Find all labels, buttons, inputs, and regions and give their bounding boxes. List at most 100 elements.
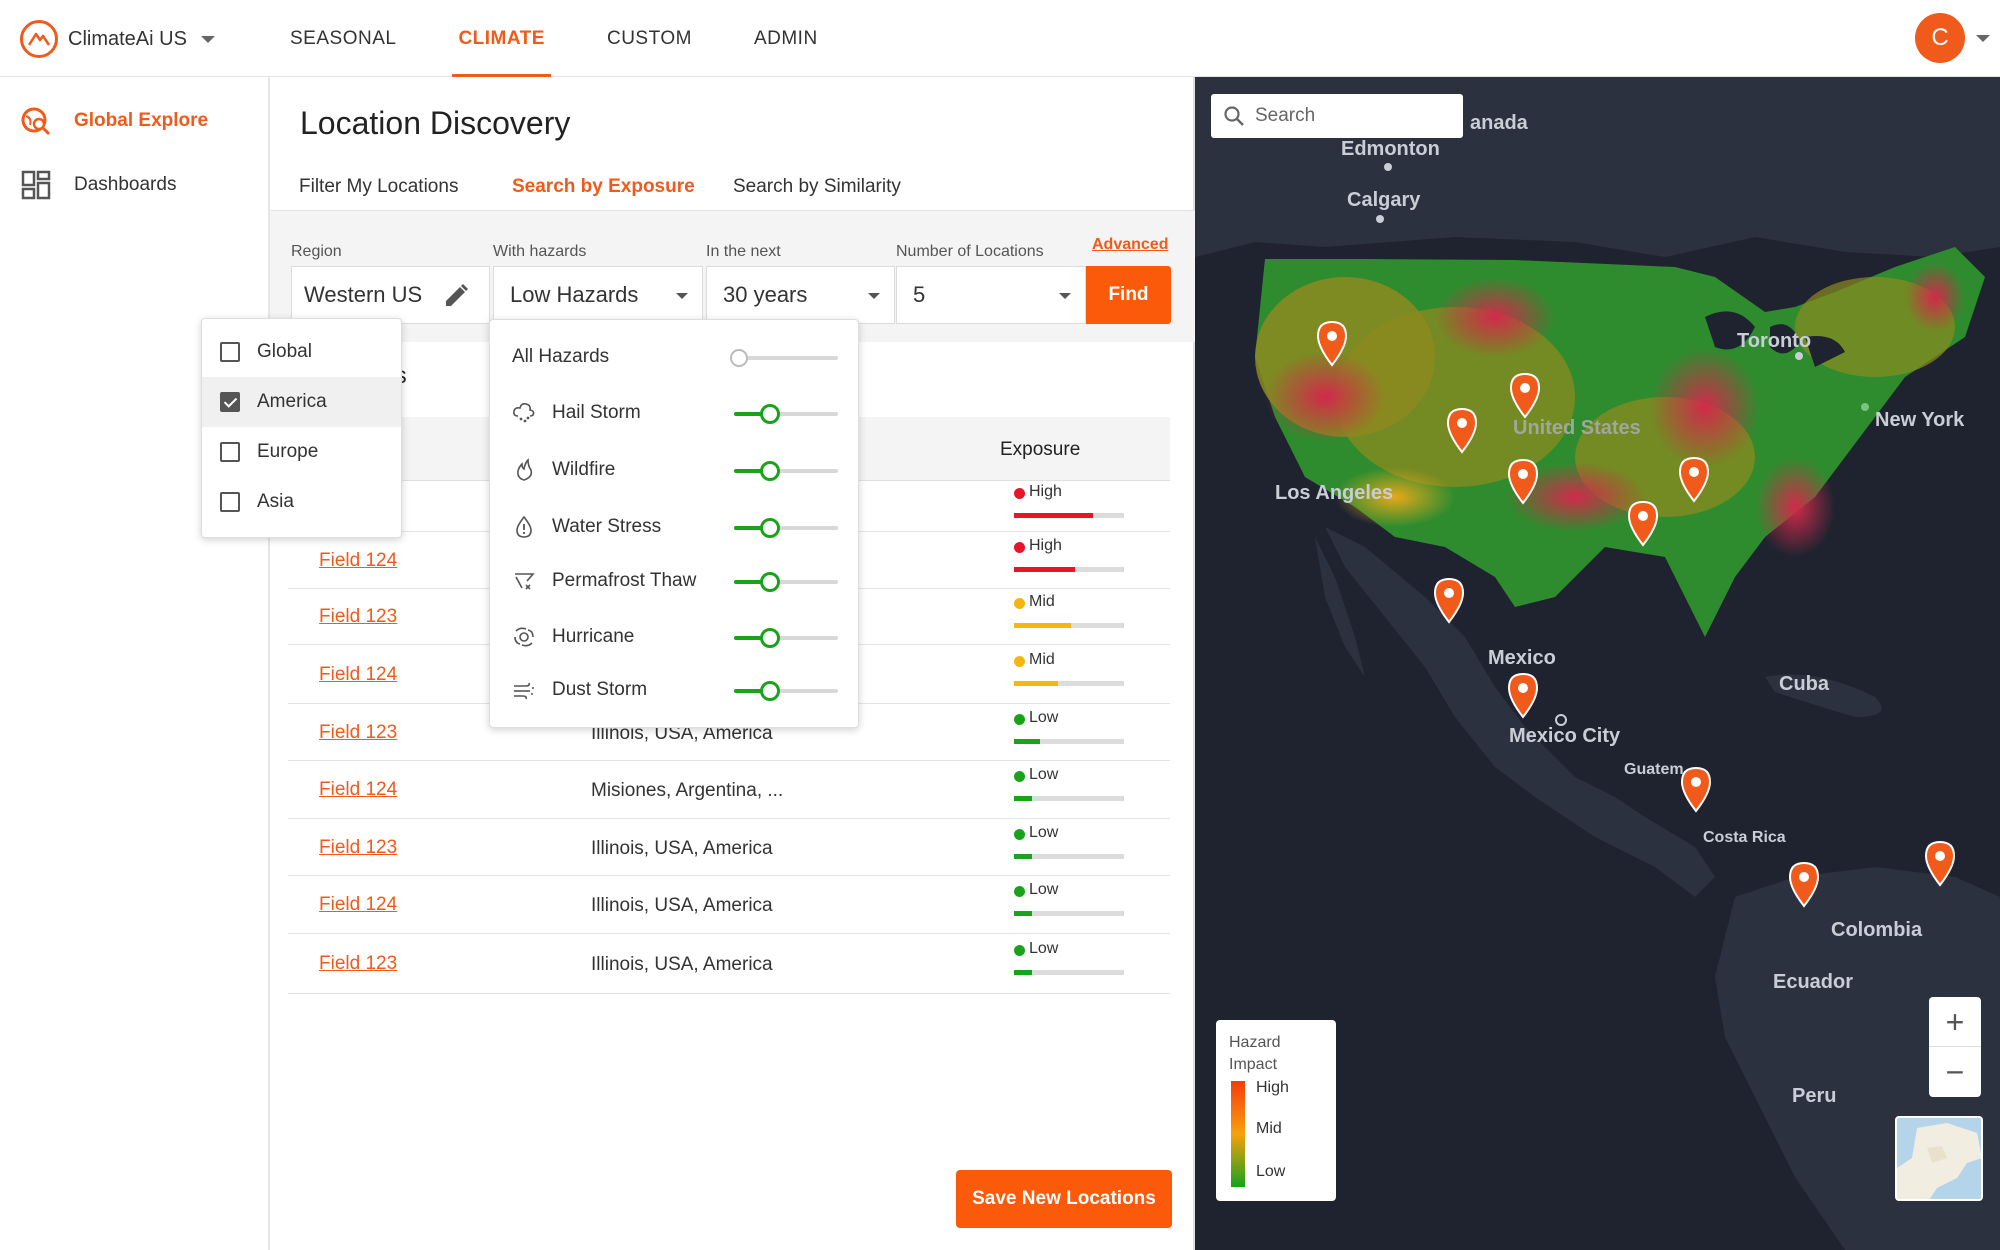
map-pin-icon[interactable] xyxy=(1505,671,1541,719)
map-pin-icon[interactable] xyxy=(1786,860,1822,908)
exposure-level: Mid xyxy=(1029,651,1055,668)
region-field[interactable]: Western US xyxy=(291,266,490,324)
period-select[interactable]: 30 years xyxy=(706,266,895,324)
hazards-select[interactable]: Low Hazards xyxy=(493,266,703,324)
sidebar-item-dashboards[interactable]: Dashboards xyxy=(20,169,176,201)
field-link[interactable]: Field 123 xyxy=(319,837,398,858)
minimap-thumbnail xyxy=(1897,1123,1981,1199)
map-label: Toronto xyxy=(1737,330,1812,352)
nav-seasonal[interactable]: SEASONAL xyxy=(290,27,397,49)
slider-knob[interactable] xyxy=(760,404,780,424)
region-option-label: Global xyxy=(257,341,312,362)
exposure-bar xyxy=(1014,911,1124,916)
region-option-asia[interactable]: Asia xyxy=(202,477,401,527)
hazards-value: Low Hazards xyxy=(510,282,639,307)
zoom-out-button[interactable]: − xyxy=(1945,1053,1965,1090)
nav-admin[interactable]: ADMIN xyxy=(753,27,818,49)
map-search-input[interactable]: Search xyxy=(1211,94,1463,138)
hazard-row-hail-storm[interactable]: Hail Storm xyxy=(490,393,858,433)
hazard-slider[interactable] xyxy=(734,461,838,481)
field-link[interactable]: Field 124 xyxy=(319,664,398,685)
map-pin-icon[interactable] xyxy=(1505,457,1541,505)
chevron-down-icon[interactable] xyxy=(1976,35,1990,42)
table-row[interactable]: Field 123 Illinois, USA, America Low xyxy=(288,819,1170,876)
map-basemap[interactable] xyxy=(1195,77,2000,1250)
map-label: Cuba xyxy=(1779,673,1829,695)
hazard-slider[interactable] xyxy=(734,404,838,424)
field-link[interactable]: Field 124 xyxy=(319,550,398,571)
sidebar-item-global-explore[interactable]: Global Explore xyxy=(20,105,208,137)
hazard-row-permafrost-thaw[interactable]: Permafrost Thaw xyxy=(490,561,858,601)
hazard-row-wildfire[interactable]: Wildfire xyxy=(490,450,858,490)
zoom-in-button[interactable]: + xyxy=(1945,1003,1965,1040)
hazard-row-dust-storm[interactable]: Dust Storm xyxy=(490,670,858,710)
hazard-label: Water Stress xyxy=(552,516,662,537)
checkbox[interactable] xyxy=(220,442,240,462)
exposure-dot xyxy=(1014,488,1025,499)
count-value: 5 xyxy=(913,282,926,307)
hazard-row-water-stress[interactable]: Water Stress xyxy=(490,507,858,547)
sidebar: Global Explore Dashboards xyxy=(0,77,270,1250)
field-link[interactable]: Field 123 xyxy=(319,953,398,974)
hazard-slider[interactable] xyxy=(734,518,838,538)
map-pin-icon[interactable] xyxy=(1625,499,1661,547)
user-avatar[interactable]: C xyxy=(1915,13,1965,63)
advanced-link[interactable]: Advanced xyxy=(1092,236,1169,253)
slider-knob[interactable] xyxy=(760,518,780,538)
table-row[interactable]: Field 124 Misiones, Argentina, ... Low xyxy=(288,761,1170,819)
map-pin-icon[interactable] xyxy=(1431,576,1467,624)
map-pin-icon[interactable] xyxy=(1922,839,1958,887)
field-link[interactable]: Field 123 xyxy=(319,606,398,627)
count-select[interactable]: 5 xyxy=(896,266,1086,324)
basemap-switcher[interactable] xyxy=(1895,1116,1983,1201)
save-new-locations-button[interactable]: Save New Locations xyxy=(956,1170,1172,1228)
slider-knob[interactable] xyxy=(760,628,780,648)
region-option-global[interactable]: Global xyxy=(202,327,401,377)
hazard-slider[interactable] xyxy=(734,572,838,592)
slider-knob[interactable] xyxy=(760,461,780,481)
field-link[interactable]: Field 124 xyxy=(319,779,398,800)
find-button[interactable]: Find xyxy=(1086,266,1171,324)
map-pin-icon[interactable] xyxy=(1678,765,1714,813)
checkbox[interactable] xyxy=(220,492,240,512)
nav-custom[interactable]: CUSTOM xyxy=(606,27,692,49)
hazards-label: With hazards xyxy=(493,243,587,260)
hazard-slider[interactable] xyxy=(734,628,838,648)
tab-search-by-similarity[interactable]: Search by Similarity xyxy=(733,176,901,197)
map-pin-icon[interactable] xyxy=(1314,319,1350,367)
exposure-level: Low xyxy=(1029,824,1059,841)
slider-knob[interactable] xyxy=(730,349,748,367)
tab-search-by-exposure[interactable]: Search by Exposure xyxy=(504,167,703,217)
sidebar-item-label: Dashboards xyxy=(74,174,177,195)
hazard-row-hurricane[interactable]: Hurricane xyxy=(490,617,858,657)
table-row[interactable]: Field 124 Illinois, USA, America Low xyxy=(288,876,1170,934)
map-pin-icon[interactable] xyxy=(1676,455,1712,503)
map-pin-icon[interactable] xyxy=(1444,406,1480,454)
dust-storm-icon xyxy=(514,682,534,700)
field-link[interactable]: Field 124 xyxy=(319,894,398,915)
chevron-down-icon[interactable] xyxy=(200,35,215,43)
region-option-america[interactable]: America xyxy=(202,377,401,427)
hazard-label: Wildfire xyxy=(552,459,616,480)
map-panel[interactable]: Search anada Edmonton Calgary Toronto Ne… xyxy=(1195,77,2000,1250)
hazard-slider[interactable] xyxy=(730,349,838,367)
slider-knob[interactable] xyxy=(760,681,780,701)
checkbox-checked[interactable] xyxy=(220,392,240,412)
hazard-row-all[interactable]: All Hazards xyxy=(490,337,858,377)
top-bar: ClimateAi US SEASONAL CLIMATE CUSTOM ADM… xyxy=(0,0,2000,77)
region-value: Western US xyxy=(304,282,423,307)
map-label: Mexico City xyxy=(1509,725,1621,747)
nav-climate[interactable]: CLIMATE xyxy=(438,0,565,77)
hazard-slider[interactable] xyxy=(734,681,838,701)
brand-switcher[interactable]: ClimateAi US xyxy=(20,20,215,58)
hazards-dropdown: All Hazards Hail Storm Wildfire Water St… xyxy=(489,319,859,728)
table-row[interactable]: Field 123 Illinois, USA, America Low xyxy=(288,934,1170,994)
region-option-europe[interactable]: Europe xyxy=(202,427,401,477)
slider-knob[interactable] xyxy=(760,572,780,592)
tab-filter-my-locations[interactable]: Filter My Locations xyxy=(299,176,459,197)
pencil-icon[interactable] xyxy=(443,283,469,309)
checkbox[interactable] xyxy=(220,342,240,362)
map-pin-icon[interactable] xyxy=(1507,371,1543,419)
field-link[interactable]: Field 123 xyxy=(319,722,398,743)
page-title: Location Discovery xyxy=(300,105,571,141)
